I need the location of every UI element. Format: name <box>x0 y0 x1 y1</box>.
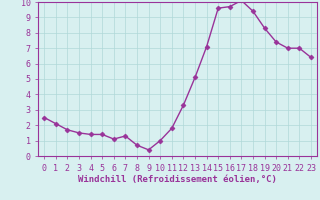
X-axis label: Windchill (Refroidissement éolien,°C): Windchill (Refroidissement éolien,°C) <box>78 175 277 184</box>
